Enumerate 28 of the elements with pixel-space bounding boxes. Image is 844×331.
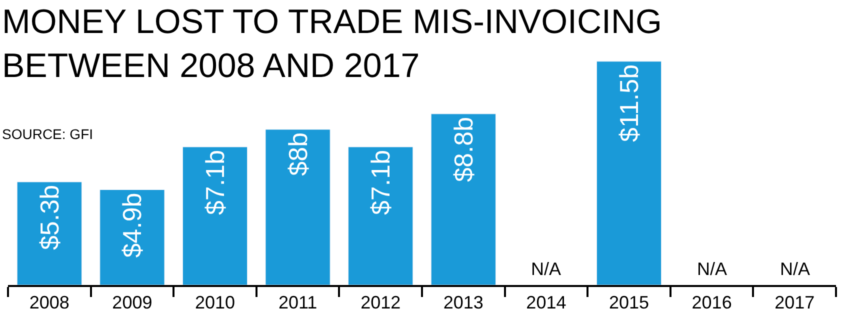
bar [596,61,662,285]
annotation: SOURCE: GFI [2,126,94,142]
text: N/A [697,259,728,279]
data-label: $5.3b [34,184,64,250]
x-tick-label: 2012 [360,292,401,313]
data-label: $8b [282,132,313,176]
data-label: $4.9b [117,192,148,258]
text: N/A [531,259,562,279]
x-tick-label: 2014 [526,292,566,313]
x-tick-label: 2015 [608,292,650,313]
x-tick-label: 2009 [112,292,152,313]
bar [182,146,248,285]
x-tick-label: 2008 [29,292,70,313]
text: N/A [780,259,810,279]
data-label: $7.1b [366,150,396,216]
data-label: $7.1b [200,150,230,216]
x-tick-label: 2017 [774,292,815,313]
bar [16,182,82,285]
bar [265,129,330,285]
data-label: $11.5b [614,64,644,142]
x-tick-label: 2010 [194,292,236,313]
x-tick-label: 2013 [443,292,484,313]
bar [430,114,496,285]
x-tick-label: 2016 [692,292,732,313]
bar [100,189,165,285]
data-label: $8.8b [448,116,478,182]
bar [348,146,414,285]
x-tick-label: 2011 [278,292,318,313]
